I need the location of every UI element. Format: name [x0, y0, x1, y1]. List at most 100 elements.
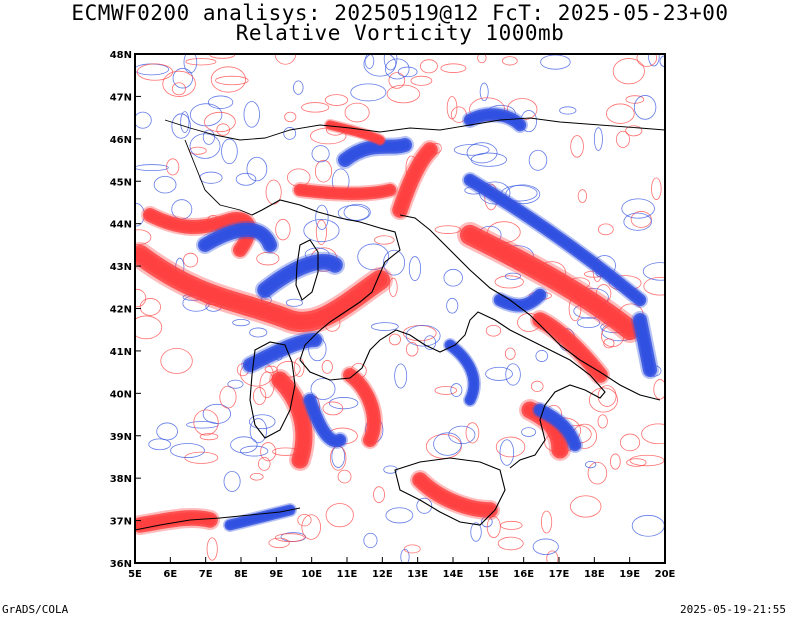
- contour-ring: [450, 106, 467, 123]
- contour-ring: [446, 297, 459, 314]
- lat-label: 46N: [110, 135, 132, 146]
- corsica-coastline: [295, 239, 319, 301]
- contour-ring: [189, 133, 221, 159]
- contour-ring: [619, 433, 641, 452]
- contour-ring: [651, 177, 662, 200]
- lon-label: 15E: [478, 569, 499, 580]
- contour-ring: [530, 380, 544, 392]
- contour-ring: [450, 383, 463, 397]
- contour-ring: [625, 125, 643, 137]
- sardinia-coastline: [249, 341, 296, 439]
- contour-ring: [160, 347, 193, 374]
- footer-credit: GrADS/COLA: [2, 603, 69, 616]
- contour-ring: [264, 365, 278, 373]
- alps-border: [164, 117, 665, 141]
- coastlines: [135, 117, 665, 531]
- contour-ring: [321, 360, 333, 374]
- contour-ring: [206, 537, 218, 561]
- contour-ring: [440, 63, 467, 73]
- contour-ring: [183, 252, 199, 268]
- axis-ticks: 5E 6E 7E 8E 9E 10E 11E 12E 13E 14E 15E 16E 17E 18E 19E…: [110, 50, 676, 580]
- contour-ring: [466, 142, 498, 164]
- contour-ring: [623, 212, 652, 231]
- contour-ring: [588, 387, 618, 413]
- negative-vorticity-band: [637, 317, 653, 373]
- contour-ring: [612, 58, 645, 85]
- contour-ring: [416, 497, 433, 514]
- contour-ring: [597, 414, 608, 429]
- contour-ring: [215, 75, 249, 86]
- negative-vorticity-band: [537, 407, 578, 448]
- contour-ring: [311, 145, 330, 163]
- contour-ring: [314, 159, 333, 183]
- contour-ring: [172, 68, 193, 89]
- contour-ring: [642, 262, 665, 281]
- contour-ring: [258, 456, 271, 471]
- contour-ring: [315, 219, 327, 245]
- contour-ring: [477, 54, 487, 64]
- contour-ring: [559, 106, 577, 115]
- contour-ring: [219, 385, 237, 409]
- contour-ring: [629, 454, 665, 467]
- contour-ring: [419, 59, 438, 74]
- contour-ring: [535, 349, 549, 362]
- contour-ring: [576, 317, 601, 329]
- contour-ring: [199, 433, 219, 441]
- contour-ring: [364, 54, 375, 69]
- contour-ring: [139, 298, 161, 316]
- contour-ring: [301, 514, 322, 540]
- contour-ring: [193, 409, 219, 436]
- sicily-coastline: [394, 457, 506, 526]
- contour-ring: [388, 333, 401, 346]
- italy-coastline: [251, 199, 606, 469]
- contour-ring: [621, 198, 655, 219]
- contour-ring: [405, 342, 419, 357]
- negative-vorticity-band: [247, 337, 318, 368]
- lon-label: 14E: [443, 569, 464, 580]
- contour-ring: [171, 113, 191, 139]
- lon-label: 19E: [619, 569, 640, 580]
- positive-vorticity-band: [297, 187, 393, 197]
- positive-vorticity-band: [135, 250, 385, 327]
- contour-ring: [285, 298, 303, 307]
- lon-label: 5E: [128, 569, 142, 580]
- negative-vorticity-band: [261, 258, 339, 294]
- contour-ring: [303, 218, 340, 243]
- contour-ring: [248, 414, 276, 430]
- contour-ring: [283, 127, 297, 140]
- positive-vorticity-band: [536, 316, 604, 379]
- contour-ring: [202, 129, 215, 145]
- contour-ring: [135, 288, 147, 308]
- contour-ring: [293, 80, 304, 95]
- contour-ring: [204, 111, 236, 133]
- contour-ring: [499, 439, 515, 466]
- contour-ring: [240, 445, 269, 457]
- contour-ring: [405, 325, 441, 347]
- lon-label: 8E: [234, 569, 248, 580]
- contour-ring: [497, 536, 524, 551]
- lat-label: 42N: [110, 305, 132, 316]
- negative-vorticity-band: [497, 292, 543, 309]
- contour-ring: [394, 363, 408, 389]
- contour-ring: [370, 322, 399, 331]
- lat-label: 48N: [110, 50, 132, 61]
- contour-ring: [504, 272, 521, 280]
- contour-ring: [609, 453, 621, 470]
- lon-label: 11E: [337, 569, 358, 580]
- contour-ring: [383, 54, 398, 71]
- contour-ring: [643, 276, 665, 296]
- positive-vorticity-band: [347, 372, 377, 443]
- negative-vorticity-band: [467, 111, 523, 128]
- contour-ring: [636, 54, 658, 67]
- lon-label: 18E: [584, 569, 605, 580]
- lon-label: 6E: [163, 569, 177, 580]
- contour-ring: [453, 144, 490, 156]
- contour-ring: [328, 397, 359, 410]
- contour-ring: [505, 363, 521, 386]
- contour-ring: [500, 520, 523, 530]
- contour-ring: [443, 268, 463, 287]
- contour-ring: [434, 225, 462, 234]
- lat-label: 36N: [110, 559, 132, 570]
- contour-ring: [310, 378, 336, 400]
- contour-ring: [388, 72, 406, 89]
